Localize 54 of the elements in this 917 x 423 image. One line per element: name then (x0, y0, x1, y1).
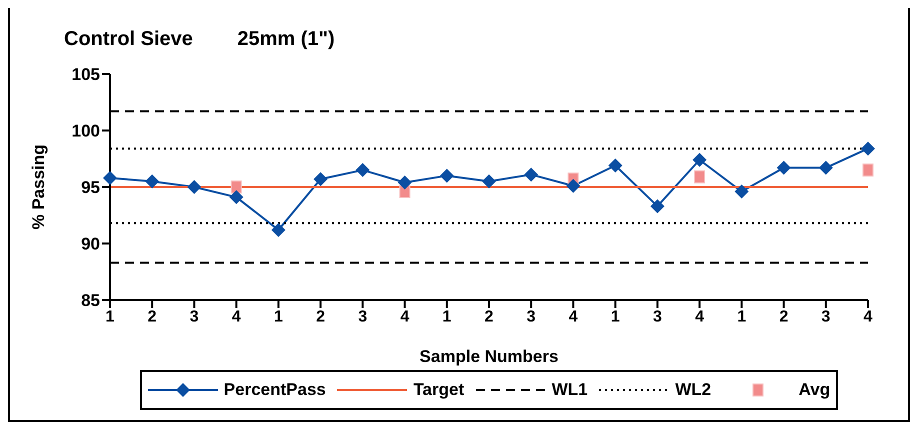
chart-title: Control Sieve 25mm (1") (64, 28, 335, 51)
point (482, 174, 496, 188)
x-tick-label: 3 (358, 308, 368, 326)
x-tick-label: 4 (232, 308, 241, 326)
y-tick-label: 100 (72, 122, 100, 141)
x-tick-label: 4 (695, 308, 704, 326)
y-axis-title: % Passing (29, 144, 48, 230)
point (818, 160, 833, 175)
x-tick-label: 4 (864, 308, 873, 326)
legend-label: WL2 (674, 380, 712, 400)
x-axis-title: Sample Numbers (420, 347, 558, 366)
point (145, 174, 160, 188)
x-tick-label: 1 (442, 308, 452, 326)
point (103, 170, 117, 185)
point (524, 168, 538, 182)
point (862, 164, 874, 177)
x-tick-label: 4 (400, 308, 410, 326)
x-tick-label: 3 (190, 308, 199, 326)
x-tick-label: 3 (652, 308, 662, 326)
legend-label: WL1 (550, 380, 588, 400)
point (229, 190, 244, 204)
x-tick-label: 1 (106, 308, 115, 326)
x-tick-label: 3 (526, 308, 536, 326)
point (271, 222, 286, 237)
point (356, 163, 370, 178)
y-tick-label: 85 (81, 291, 100, 310)
x-tick-label: 1 (610, 308, 620, 326)
x-tick-label: 2 (148, 308, 157, 326)
point (776, 160, 791, 175)
legend-label: Target (412, 380, 464, 400)
point (650, 199, 664, 214)
point (566, 178, 580, 193)
point (440, 168, 454, 183)
point (608, 158, 622, 173)
point (734, 184, 749, 199)
y-tick-label: 90 (81, 234, 100, 254)
point (694, 170, 706, 184)
point (230, 180, 242, 194)
point (861, 142, 875, 156)
x-tick-label: 2 (316, 308, 326, 326)
legend-label: PercentPass (222, 380, 326, 400)
point (398, 175, 412, 190)
x-tick-label: 2 (779, 308, 788, 326)
x-tick-label: 1 (737, 308, 746, 326)
legend-label: Avg (798, 380, 830, 400)
x-tick-label: 2 (484, 308, 494, 326)
x-tick-label: 3 (821, 308, 830, 326)
x-tick-label: 1 (274, 308, 283, 326)
y-tick-label: 95 (81, 178, 100, 198)
point (187, 180, 202, 194)
y-tick-label: 105 (72, 65, 100, 84)
x-tick-label: 4 (568, 308, 578, 326)
point (314, 172, 328, 186)
point (692, 152, 707, 167)
